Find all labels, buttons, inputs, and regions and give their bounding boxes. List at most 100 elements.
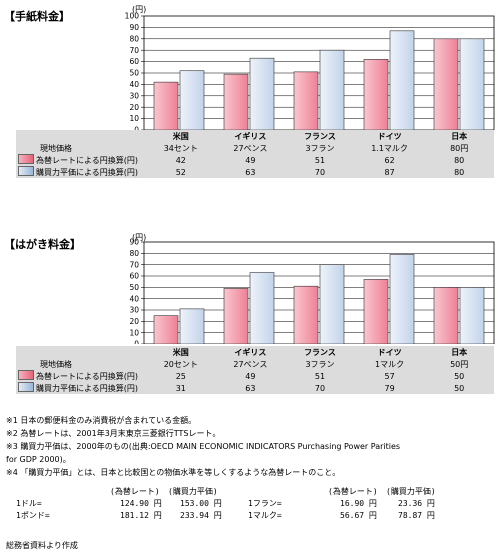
bar-ppp bbox=[459, 287, 485, 344]
category-label: フランス bbox=[304, 347, 336, 357]
data-label: 49 bbox=[245, 371, 256, 381]
local-price: 34セント bbox=[163, 143, 198, 153]
bar-exchange-rate bbox=[153, 81, 179, 130]
local-price: 1マルク bbox=[375, 359, 405, 369]
y-tick-label: 80 bbox=[129, 34, 139, 43]
series-b-legend-swatch bbox=[18, 166, 34, 176]
data-label: 42 bbox=[175, 155, 186, 165]
local-price-row-label: 現地価格 bbox=[40, 143, 72, 153]
source-note: 総務省資料より作成 bbox=[6, 541, 78, 550]
ppp-header: (購買力平価) bbox=[168, 487, 218, 496]
series-a-legend-swatch bbox=[18, 154, 34, 164]
y-tick-label: 10 bbox=[129, 328, 139, 337]
footnote: ※4 「購買力平価」とは、日本と比較国との物価水準を等しくするような為替レートの… bbox=[6, 468, 341, 477]
y-tick-label: 10 bbox=[129, 114, 139, 123]
bar-ppp bbox=[249, 57, 275, 130]
category-label: 米国 bbox=[172, 347, 189, 357]
footnote: ※2 為替レートは、2001年3月末東京三菱銀行TTSレート。 bbox=[6, 429, 221, 438]
bar-ppp bbox=[389, 30, 415, 130]
y-tick-label: 0 bbox=[134, 340, 139, 344]
series-b-legend-label: 購買力平価による円換算(円) bbox=[36, 168, 139, 177]
series-a-legend-swatch bbox=[18, 370, 34, 380]
category-label: 日本 bbox=[451, 347, 468, 357]
footnote: ※1 日本の郵便料金のみ消費税が含まれている金額。 bbox=[6, 416, 197, 425]
rate-header: (為替レート) bbox=[110, 487, 160, 496]
rate-value: 124.90 円 bbox=[120, 499, 162, 508]
data-label: 51 bbox=[314, 371, 326, 381]
category-label: 米国 bbox=[172, 131, 189, 141]
series-a-legend-label: 為替レートによる円換算(円) bbox=[36, 156, 139, 165]
rate-value: 16.90 円 bbox=[340, 499, 377, 508]
local-price: 1.1マルク bbox=[371, 143, 408, 153]
y-tick-label: 20 bbox=[129, 317, 139, 326]
letter-section-title: 【手紙料金】 bbox=[4, 10, 70, 23]
y-tick-label: 100 bbox=[125, 12, 140, 21]
data-label: 70 bbox=[314, 383, 326, 393]
y-tick-label: 50 bbox=[129, 69, 139, 78]
letter-chart: 0 10 20 30 40 50 60 70 80 90 100 bbox=[125, 12, 495, 130]
footnote: for GDP 2000)。 bbox=[6, 455, 71, 464]
rate-header: (為替レート) bbox=[328, 487, 378, 496]
y-tick-label: 30 bbox=[129, 306, 139, 315]
bar-ppp bbox=[179, 308, 205, 344]
bar-exchange-rate bbox=[153, 315, 179, 344]
y-tick-label: 30 bbox=[129, 91, 139, 100]
letter-unit-label: (円) bbox=[132, 5, 147, 14]
category-label: イギリス bbox=[234, 131, 267, 141]
local-price: 27ペンス bbox=[233, 359, 268, 369]
bar-exchange-rate bbox=[363, 59, 389, 130]
bar-ppp bbox=[319, 49, 345, 130]
data-label: 63 bbox=[245, 383, 256, 393]
local-price: 3フラン bbox=[305, 359, 335, 369]
data-label: 49 bbox=[245, 155, 256, 165]
data-label: 62 bbox=[384, 155, 395, 165]
y-tick-label: 60 bbox=[129, 272, 139, 281]
exchange-rate-block: (為替レート) (購買力平価) (為替レート) (購買力平価) 1ドル= 124… bbox=[0, 486, 500, 526]
rate-value: 181.12 円 bbox=[120, 511, 162, 520]
postcard-unit-label: (円) bbox=[132, 233, 147, 242]
bar-exchange-rate bbox=[293, 71, 319, 130]
postcard-data-table: 米国 イギリス フランス ドイツ 日本 現地価格 20セント 27ペンス 3フラ… bbox=[16, 346, 494, 394]
data-label: 25 bbox=[175, 371, 186, 381]
local-price: 3フラン bbox=[305, 143, 335, 153]
local-price: 50円 bbox=[450, 359, 469, 369]
data-label: 80 bbox=[454, 155, 465, 165]
rate-currency: 1マルク= bbox=[248, 511, 282, 520]
bar-exchange-rate bbox=[363, 279, 389, 344]
bar-ppp bbox=[319, 264, 345, 344]
ppp-value: 233.94 円 bbox=[180, 511, 222, 520]
category-label: イギリス bbox=[234, 347, 267, 357]
data-label: 63 bbox=[245, 167, 256, 177]
ppp-value: 23.36 円 bbox=[398, 499, 435, 508]
category-label: 日本 bbox=[451, 131, 468, 141]
bar-exchange-rate bbox=[223, 288, 249, 344]
y-tick-label: 40 bbox=[129, 80, 139, 89]
local-price: 20セント bbox=[163, 359, 198, 369]
y-tick-label: 50 bbox=[129, 283, 139, 292]
data-label: 57 bbox=[384, 371, 395, 381]
postcard-section-title: 【はがき料金】 bbox=[4, 238, 81, 251]
series-a-legend-label: 為替レートによる円換算(円) bbox=[36, 372, 139, 381]
bar-exchange-rate bbox=[223, 73, 249, 130]
data-label: 51 bbox=[314, 155, 326, 165]
category-label: フランス bbox=[304, 131, 336, 141]
bar-exchange-rate bbox=[293, 285, 319, 344]
y-tick-label: 60 bbox=[129, 57, 139, 66]
bar-ppp bbox=[459, 38, 485, 130]
letter-data-table: 米国 イギリス フランス ドイツ 日本 現地価格 34セント 27ペンス 3フラ… bbox=[16, 130, 494, 178]
data-label: 87 bbox=[384, 167, 395, 177]
data-label: 50 bbox=[454, 371, 465, 381]
local-price: 27ペンス bbox=[233, 143, 268, 153]
data-label: 50 bbox=[454, 383, 465, 393]
data-label: 80 bbox=[454, 167, 465, 177]
footnotes: ※1 日本の郵便料金のみ消費税が含まれている金額。 ※2 為替レートは、2001… bbox=[6, 414, 400, 479]
y-tick-label: 70 bbox=[129, 260, 139, 269]
data-label: 52 bbox=[175, 167, 186, 177]
y-tick-label: 20 bbox=[129, 103, 139, 112]
bar-ppp bbox=[179, 70, 205, 130]
table-corner bbox=[16, 130, 146, 142]
ppp-value: 78.87 円 bbox=[398, 511, 435, 520]
ppp-value: 153.00 円 bbox=[180, 499, 222, 508]
series-b-legend-swatch bbox=[18, 382, 34, 392]
category-label: ドイツ bbox=[377, 347, 402, 357]
